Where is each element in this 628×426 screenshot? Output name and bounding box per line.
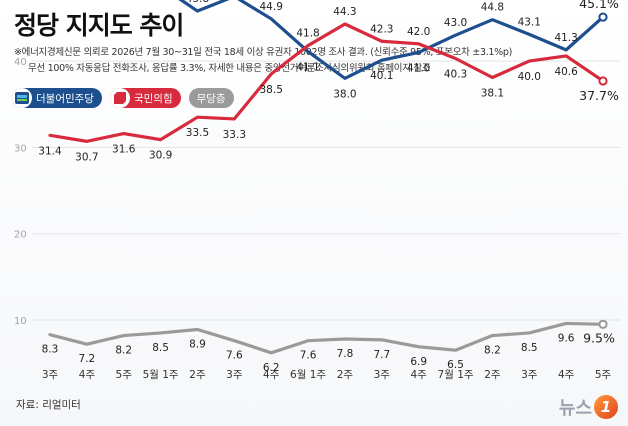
x-tick-label: 4주 [558,369,575,381]
brand-badge: 1 [594,395,618,419]
series-end-point-democratic [598,12,608,22]
data-label-ppp: 42.3 [370,23,393,35]
y-tick-label: 20 [14,230,27,241]
legend-item-democratic: 더불어민주당 [12,88,102,108]
x-tick-label: 3주 [42,369,59,381]
data-label-ppp: 30.9 [149,150,172,162]
series-end-point-ppp [598,76,608,86]
data-label-democratic: 45.1% [579,0,619,11]
x-tick-label: 7월 1주 [438,369,474,381]
data-label-ppp: 33.5 [186,127,209,139]
data-label-independent: 8.2 [115,345,132,357]
series-line-independent [48,321,605,355]
data-label-independent: 7.6 [226,350,243,362]
x-tick-label: 5주 [116,369,133,381]
data-label-democratic: 41.3 [554,32,577,44]
x-tick-label: 2주 [484,369,501,381]
data-label-ppp: 30.7 [75,151,98,163]
data-label-independent: 7.6 [300,350,317,362]
x-tick-label: 3주 [226,369,243,381]
survey-note-line-2: 무선 100% 자동응답 전화조사, 응답률 3.3%, 자세한 내용은 중앙선… [28,63,431,74]
series-line-ppp [48,22,605,143]
data-label-independent: 6.5 [447,359,464,371]
x-tick-label: 3주 [521,369,538,381]
data-label-independent: 7.8 [337,348,354,360]
data-label-ppp: 37.7% [579,88,619,103]
x-tick-label: 4주 [263,369,280,381]
data-label-independent: 8.5 [521,342,538,354]
data-label-independent: 8.9 [189,338,206,350]
data-label-democratic: 44.9 [260,1,283,13]
data-label-independent: 8.3 [42,344,59,356]
series-end-point-independent [598,319,608,329]
data-label-independent: 6.2 [263,362,280,374]
data-label-democratic: 40.1 [370,70,393,82]
survey-note-line-1: ※에너지경제신문 의뢰로 2026년 7월 30~31일 전국 18세 이상 유… [14,47,513,58]
data-label-democratic: 43.1 [518,16,541,28]
news1-logo: 뉴스 1 [559,394,618,420]
legend-label-ppp: 국민의힘 [133,92,173,105]
data-label-independent: 7.2 [79,353,96,365]
data-label-ppp: 38.1 [481,87,504,99]
x-tick-label: 3주 [374,369,391,381]
data-label-independent: 8.2 [484,345,501,357]
x-tick-label: 5월 1주 [143,369,179,381]
legend: 더불어민주당 국민의힘 무당층 [12,88,234,108]
x-tick-label: 4주 [410,369,427,381]
data-label-ppp: 44.3 [333,6,356,18]
ppp-logo-icon [109,88,130,108]
x-tick-label: 2주 [337,369,354,381]
data-label-independent: 7.7 [373,349,390,361]
data-label-democratic: 43.0 [444,17,467,29]
page-title: 정당 지지도 추이 [14,11,184,40]
legend-label-independent: 무당층 [196,92,226,105]
data-label-ppp: 40.0 [518,71,541,83]
data-label-independent: 9.6 [558,332,575,344]
data-label-ppp: 40.6 [554,66,578,78]
legend-item-ppp: 국민의힘 [109,88,181,108]
data-label-democratic: 38.0 [333,88,356,100]
data-label-ppp: 33.3 [223,129,246,141]
legend-item-independent: 무당층 [188,88,234,108]
data-label-independent: 9.5% [583,330,615,345]
series-line-democratic [178,0,605,80]
y-tick-label: 40 [14,57,27,68]
x-tick-label: 6월 1주 [290,369,326,381]
data-label-ppp: 38.5 [260,84,283,96]
data-label-ppp: 31.4 [38,145,62,157]
data-label-democratic: 41.0 [407,62,430,74]
brand-text: 뉴스 [558,398,592,419]
x-tick-label: 4주 [79,369,96,381]
x-tick-label: 5주 [595,369,612,381]
data-label-democratic: 45.8 [186,0,209,5]
x-tick-label: 2주 [189,369,206,381]
data-label-independent: 6.9 [410,356,427,368]
data-label-independent: 8.5 [152,342,169,354]
source-note: 자료: 리얼미터 [16,399,81,411]
data-label-democratic: 41.1 [296,62,319,74]
y-tick-label: 30 [14,143,27,154]
data-label-ppp: 41.8 [296,28,319,40]
democratic-party-logo-icon [12,88,32,108]
legend-label-democratic: 더불어민주당 [36,92,94,105]
data-label-ppp: 40.3 [444,69,467,81]
data-label-ppp: 31.6 [112,144,136,156]
y-tick-label: 10 [14,316,27,327]
data-label-ppp: 42.0 [407,26,430,38]
data-label-democratic: 44.8 [481,2,504,14]
